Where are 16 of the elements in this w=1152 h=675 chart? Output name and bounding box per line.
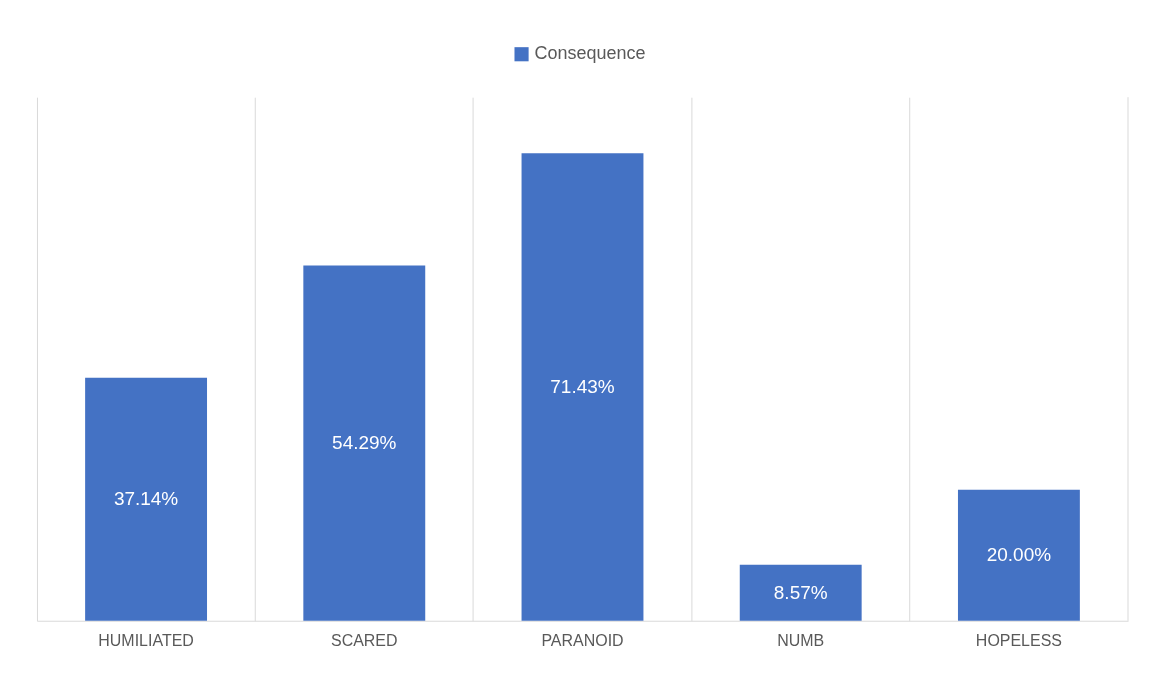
data-label: 20.00% (986, 544, 1052, 566)
bar (521, 153, 644, 621)
data-label: 54.29% (332, 432, 397, 454)
bar (303, 265, 426, 621)
legend-label: Consequence (534, 43, 646, 64)
x-tick-label: HUMILIATED (98, 632, 194, 650)
bar (957, 489, 1080, 621)
x-tick-label: NUMB (777, 632, 825, 650)
data-label: 37.14% (113, 488, 179, 510)
x-tick-label: SCARED (331, 632, 398, 650)
bar (85, 377, 208, 621)
data-label: 71.43% (550, 376, 615, 398)
data-label: 8.57% (773, 581, 828, 603)
x-tick-label: PARANOID (541, 632, 624, 650)
x-tick-label: HOPELESS (975, 632, 1062, 650)
bar (739, 564, 862, 621)
